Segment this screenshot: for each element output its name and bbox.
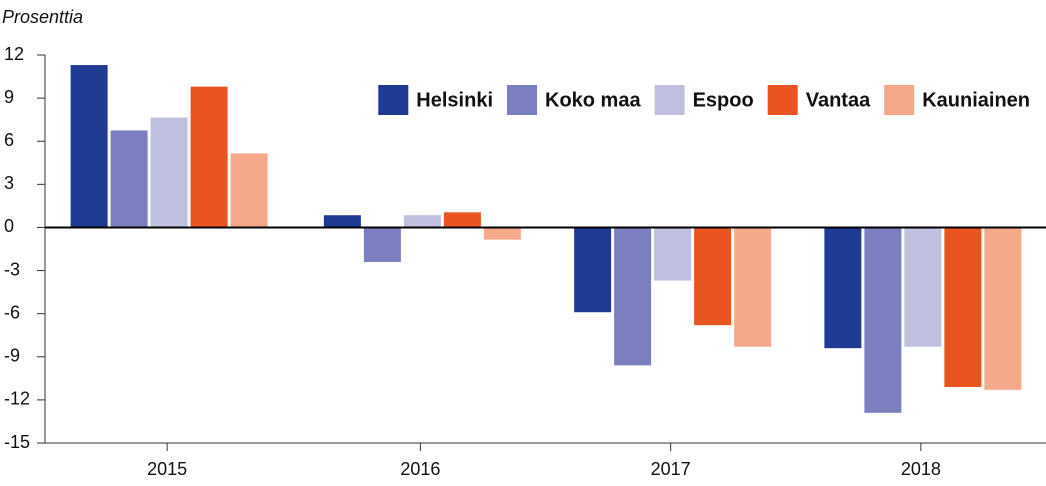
x-tick-label: 2017 <box>651 459 691 479</box>
legend-swatch <box>507 85 537 115</box>
bar <box>363 227 401 262</box>
legend-label: Espoo <box>693 89 754 111</box>
legend-swatch <box>767 85 798 115</box>
bar <box>323 215 361 228</box>
legend-label: Koko maa <box>545 89 641 111</box>
x-tick-label: 2018 <box>901 459 941 479</box>
bar <box>443 212 481 228</box>
legend-swatch <box>654 85 685 115</box>
legend-swatch <box>378 85 409 115</box>
y-tick-label: 3 <box>4 173 14 193</box>
bar <box>824 227 862 349</box>
bar <box>110 130 148 228</box>
bar <box>70 65 108 228</box>
bar <box>694 227 732 326</box>
y-tick-label: -12 <box>4 389 30 409</box>
legend-label: Vantaa <box>806 89 871 111</box>
y-tick-label: 9 <box>4 87 14 107</box>
y-tick-label: 12 <box>4 44 24 64</box>
legend-label: Kauniainen <box>922 89 1030 111</box>
x-tick-label: 2016 <box>400 459 440 479</box>
y-tick-label: 0 <box>4 216 14 236</box>
bar <box>574 227 612 313</box>
y-tick-label: -3 <box>4 259 20 279</box>
y-axis-label: Prosenttia <box>2 7 83 27</box>
bar <box>614 227 652 366</box>
legend-label: Helsinki <box>416 89 493 111</box>
bar <box>190 86 228 228</box>
bar <box>230 153 268 228</box>
bar <box>403 215 441 228</box>
bar <box>150 117 188 228</box>
bar <box>734 227 772 347</box>
bar <box>654 227 692 281</box>
x-tick-label: 2015 <box>147 459 187 479</box>
bar <box>904 227 942 347</box>
y-tick-label: 6 <box>4 130 14 150</box>
y-tick-label: -9 <box>4 346 20 366</box>
bar <box>984 227 1022 390</box>
y-tick-label: -6 <box>4 302 20 322</box>
y-tick-label: -15 <box>4 432 30 452</box>
bar <box>483 227 521 240</box>
bar <box>944 227 982 387</box>
bar <box>864 227 902 413</box>
legend-swatch <box>884 85 915 115</box>
